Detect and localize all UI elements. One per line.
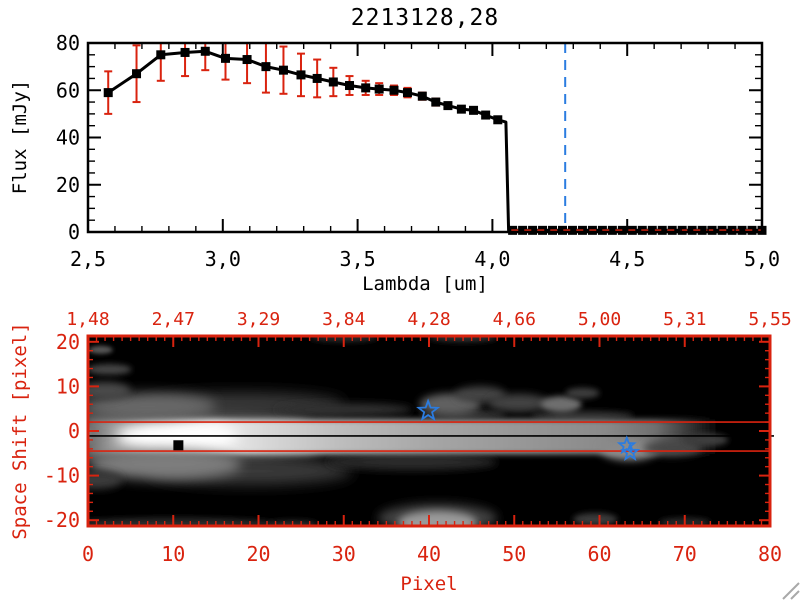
top-wavelength-label: 3,84 bbox=[322, 309, 365, 330]
svg-text:20: 20 bbox=[56, 173, 80, 197]
svg-text:40: 40 bbox=[417, 542, 441, 566]
svg-text:40: 40 bbox=[56, 126, 80, 150]
svg-text:20: 20 bbox=[246, 542, 270, 566]
svg-text:20: 20 bbox=[56, 330, 80, 354]
svg-text:0: 0 bbox=[68, 419, 80, 443]
spectrum-plot-box bbox=[86, 41, 764, 234]
extraction-position-marker bbox=[173, 440, 184, 451]
svg-text:70: 70 bbox=[673, 542, 697, 566]
top-wavelength-label: 4,66 bbox=[493, 309, 536, 330]
svg-text:50: 50 bbox=[502, 542, 526, 566]
star-markers bbox=[416, 398, 641, 461]
top-wavelength-label: 5,55 bbox=[748, 309, 791, 330]
spatial-axis-ticks bbox=[87, 336, 771, 526]
spectrum-markers bbox=[103, 46, 767, 235]
top-wavelength-label: 4,28 bbox=[407, 309, 450, 330]
spectrum-axis-ticks bbox=[87, 42, 763, 233]
svg-text:-10: -10 bbox=[44, 464, 80, 488]
flux-axis-title: Flux [mJy] bbox=[9, 79, 31, 195]
plot-title: 2213128,28 bbox=[350, 5, 500, 31]
svg-text:2,5: 2,5 bbox=[70, 247, 106, 271]
star-marker bbox=[620, 441, 641, 461]
top-wavelength-label: 1,48 bbox=[66, 309, 109, 330]
svg-text:5,0: 5,0 bbox=[744, 247, 780, 271]
svg-text:-20: -20 bbox=[44, 508, 80, 532]
spectrum-panel: 2,5 3,0 3,5 4,0 4,5 5,0 0 20 40 60 80 bbox=[56, 31, 780, 271]
lambda-axis-title: Lambda [um] bbox=[362, 273, 488, 295]
space-shift-axis-title: Space Shift [pixel] bbox=[9, 322, 31, 540]
svg-text:4,0: 4,0 bbox=[474, 247, 510, 271]
spectrum-tick-labels: 2,5 3,0 3,5 4,0 4,5 5,0 0 20 40 60 80 bbox=[56, 31, 780, 271]
spectrum-line bbox=[107, 49, 762, 232]
pixel-axis-title: Pixel bbox=[400, 573, 458, 595]
top-wavelength-label: 5,31 bbox=[663, 309, 706, 330]
resize-grip[interactable] bbox=[782, 582, 800, 600]
svg-text:10: 10 bbox=[161, 542, 185, 566]
svg-text:4,5: 4,5 bbox=[609, 247, 645, 271]
star-marker bbox=[416, 398, 441, 422]
svg-text:60: 60 bbox=[587, 542, 611, 566]
svg-text:3,0: 3,0 bbox=[205, 247, 241, 271]
svg-text:3,5: 3,5 bbox=[340, 247, 376, 271]
svg-text:80: 80 bbox=[758, 542, 782, 566]
svg-text:60: 60 bbox=[56, 78, 80, 102]
top-wavelength-label: 3,29 bbox=[237, 309, 280, 330]
top-wavelength-label: 5,00 bbox=[578, 309, 621, 330]
svg-text:0: 0 bbox=[82, 542, 94, 566]
svg-text:80: 80 bbox=[56, 31, 80, 55]
svg-text:30: 30 bbox=[332, 542, 356, 566]
svg-text:0: 0 bbox=[68, 220, 80, 244]
svg-text:10: 10 bbox=[56, 374, 80, 398]
top-wavelength-label: 2,47 bbox=[152, 309, 195, 330]
